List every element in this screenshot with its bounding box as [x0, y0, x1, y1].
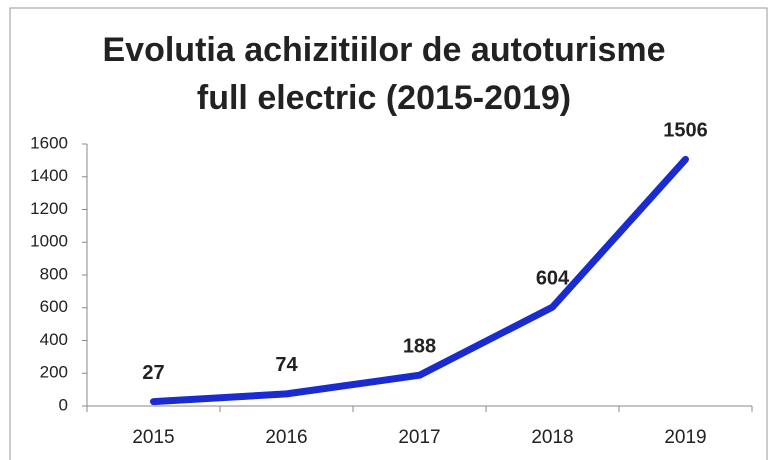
data-label: 1506 [663, 120, 708, 142]
data-label: 74 [275, 354, 298, 376]
chart-title: Evolutia achizitiilor de autoturisme [103, 31, 666, 69]
x-tick-label: 2016 [265, 427, 307, 448]
chart-frame [9, 7, 768, 460]
y-tick-label: 400 [40, 330, 68, 349]
y-tick-label: 200 [40, 363, 68, 382]
y-tick-label: 1200 [30, 199, 68, 218]
chart-title: full electric (2015-2019) [197, 79, 571, 117]
x-tick-label: 2018 [531, 427, 573, 448]
y-tick-label: 800 [40, 264, 68, 283]
data-label: 188 [403, 335, 436, 357]
x-tick-label: 2017 [398, 427, 440, 448]
data-label: 27 [142, 362, 164, 384]
y-tick-label: 1000 [30, 232, 68, 251]
line [150, 155, 689, 406]
y-tick-label: 1600 [30, 133, 68, 152]
x-tick-label: 2015 [132, 427, 174, 448]
y-tick-label: 1400 [30, 166, 68, 185]
x-tick-label: 2019 [664, 427, 706, 448]
y-tick-label: 0 [59, 395, 68, 414]
data-label: 604 [536, 267, 570, 289]
y-tick-label: 600 [40, 297, 68, 316]
